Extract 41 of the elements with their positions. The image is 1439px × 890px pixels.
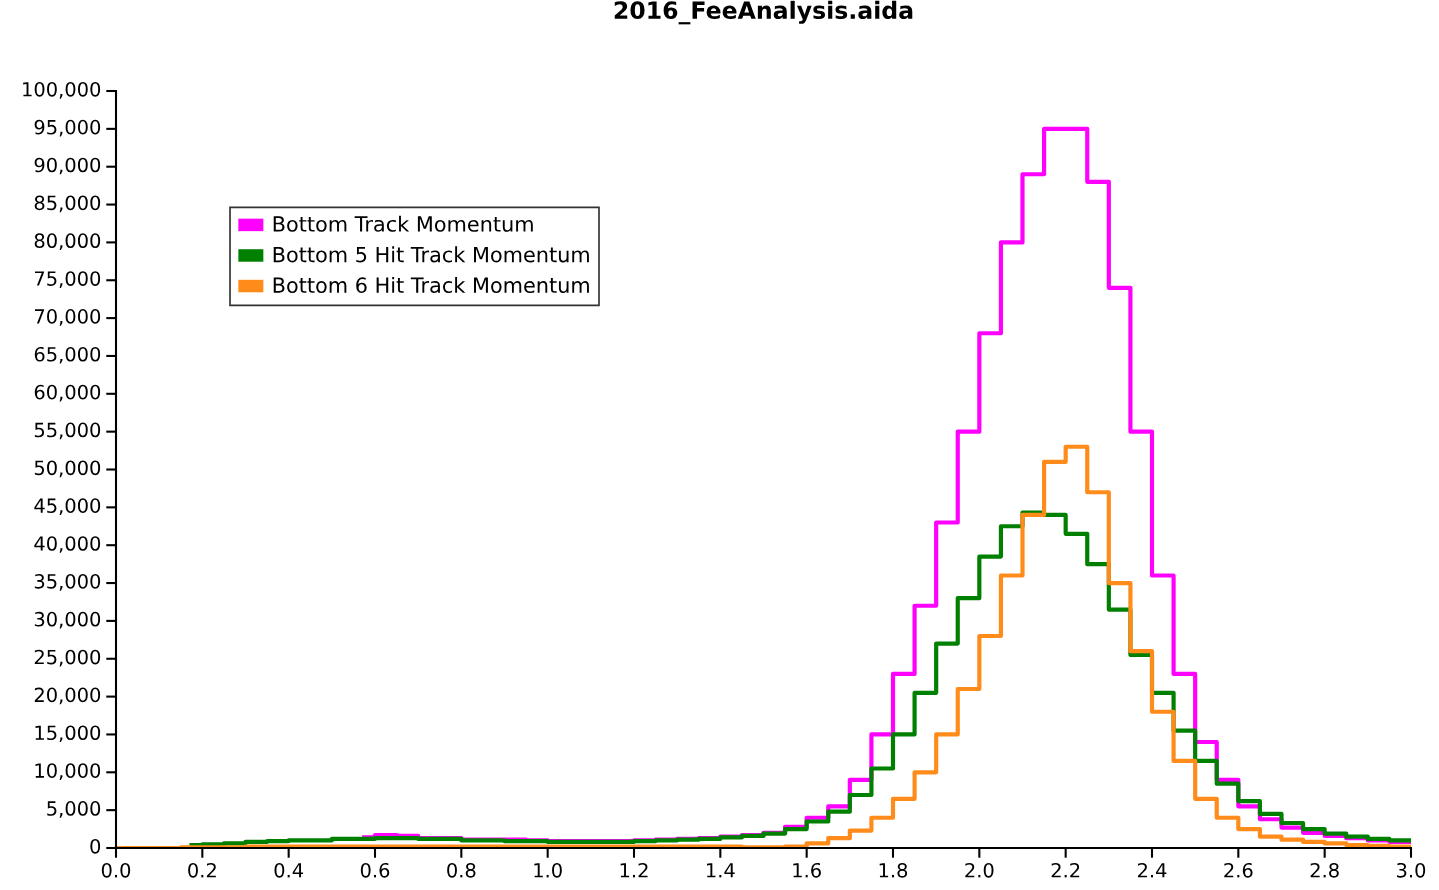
legend-label: Bottom 6 Hit Track Momentum xyxy=(273,276,589,294)
y-tick-label: 30,000 xyxy=(34,611,101,629)
x-tick-label: 2.6 xyxy=(1224,862,1253,878)
y-tick-label: 5,000 xyxy=(47,801,101,818)
x-tick-label: 0.6 xyxy=(360,862,390,878)
y-tick-label: 60,000 xyxy=(34,384,101,402)
y-tick-label: 40,000 xyxy=(34,536,101,553)
y-tick-label: 0 xyxy=(90,838,101,854)
y-tick-label: 85,000 xyxy=(34,195,101,213)
x-tick-label: 2.8 xyxy=(1310,862,1339,878)
y-tick-label: 75,000 xyxy=(34,271,101,288)
x-tick-label: 2.2 xyxy=(1051,862,1080,878)
chart-title: 2016_FeeAnalysis.aida xyxy=(614,0,913,25)
x-tick-label: 0.0 xyxy=(101,862,131,878)
x-tick-label: 1.8 xyxy=(879,862,908,878)
x-tick-label: 2.0 xyxy=(965,862,994,878)
legend-label: Bottom 5 Hit Track Momentum xyxy=(273,246,589,263)
legend-label: Bottom Track Momentum xyxy=(273,215,533,232)
y-tick-label: 95,000 xyxy=(34,119,101,137)
y-tick-label: 65,000 xyxy=(34,346,101,364)
x-tick-label: 1.2 xyxy=(620,862,648,878)
x-tick-label: 3.0 xyxy=(1397,862,1426,878)
y-tick-label: 35,000 xyxy=(34,573,101,591)
x-tick-label: 0.4 xyxy=(274,862,304,878)
x-tick-label: 1.6 xyxy=(793,862,821,878)
x-tick-label: 0.8 xyxy=(447,862,476,878)
y-tick-label: 25,000 xyxy=(34,649,101,667)
x-tick-label: 0.2 xyxy=(188,862,216,878)
x-tick-label: 1.0 xyxy=(534,862,562,878)
y-tick-label: 55,000 xyxy=(34,422,101,440)
y-tick-label: 45,000 xyxy=(34,498,101,515)
y-tick-label: 50,000 xyxy=(34,460,101,478)
x-tick-label: 1.4 xyxy=(707,863,735,878)
y-tick-label: 100,000 xyxy=(23,81,101,99)
y-tick-label: 15,000 xyxy=(35,725,101,743)
y-tick-label: 80,000 xyxy=(34,233,101,251)
y-tick-label: 10,000 xyxy=(35,763,101,780)
y-tick-label: 20,000 xyxy=(34,687,101,705)
x-tick-label: 2.4 xyxy=(1137,862,1167,878)
y-tick-label: 70,000 xyxy=(34,309,101,326)
y-tick-label: 90,000 xyxy=(34,157,101,175)
